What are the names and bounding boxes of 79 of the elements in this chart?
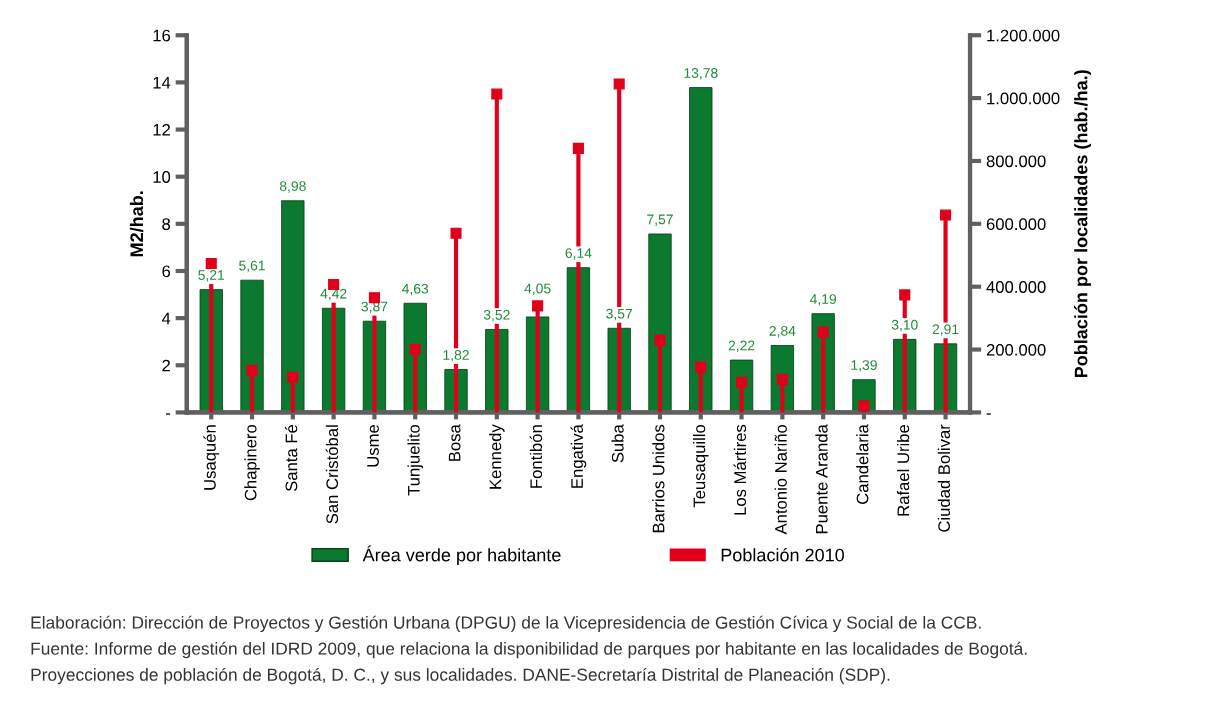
text: Elaboración: Dirección de Proyectos y Gestión Urbana (DPGU) de la Vicepresidencia de Gestión Cívica y Social de la CCB.: [31, 615, 981, 633]
text: Proyecciones de población de Bogotá, D. C., y sus localidades. DANE-Secretaría Distrital de Planeación (SDP).: [31, 667, 890, 685]
y-tick-label: 16: [153, 29, 171, 42]
y-tick-label: 14: [153, 76, 171, 89]
y2-axis-title: Población por localidades (hab./ha.): [1074, 70, 1092, 378]
data-label: 3,57: [606, 308, 633, 321]
x-tick-label: Fontibón: [529, 425, 543, 488]
x-tick-label: Antonio Nariño: [774, 424, 787, 535]
y-tick-label: 2: [162, 359, 170, 372]
data-label: 13,78: [684, 68, 718, 80]
point: [205, 257, 217, 269]
x-tick-label: Rafael Uribe: [896, 424, 910, 516]
x-tick-label: Bosa: [448, 424, 461, 461]
data-label: 1,39: [851, 360, 877, 372]
x-tick-label: Teusaquillo: [693, 424, 709, 508]
point: [939, 209, 952, 221]
point: [695, 361, 707, 373]
x-tick-label: Santa Fé: [284, 424, 298, 492]
y2-tick-label: -: [986, 413, 991, 415]
bar: [689, 87, 713, 413]
point: [654, 334, 666, 346]
x-tick-label: San Cristóbal: [325, 425, 339, 524]
x-tick-label: Suba: [611, 424, 624, 463]
x-tick-label: Usme: [367, 424, 379, 467]
data-label: 6,14: [565, 248, 592, 260]
y-tick-label: 12: [153, 123, 170, 136]
point: [246, 364, 258, 376]
data-label: 5,61: [239, 260, 265, 273]
data-label: 3,52: [483, 309, 510, 322]
x-tick-label: Puente Aranda: [815, 424, 828, 534]
x-tick-label: Los Mártires: [733, 424, 747, 515]
x-tick-label: Tunjuelito: [407, 424, 423, 496]
y-tick-label: 6: [162, 265, 171, 278]
data-label: 2,91: [932, 324, 959, 336]
point: [736, 376, 748, 388]
data-label: 1,82: [443, 350, 469, 362]
legend-label: Población 2010: [721, 547, 845, 562]
x-tick-label: Ciudad Bolivar: [937, 424, 951, 532]
data-label: 5,21: [198, 270, 225, 282]
data-label: 4,42: [320, 288, 347, 301]
point: [776, 373, 788, 385]
x-tick-label: Chapinero: [244, 424, 260, 501]
y-axis-title: M2/hab.: [129, 191, 144, 257]
legend-label: Área verde por habitante: [362, 545, 561, 565]
point: [572, 142, 584, 154]
y2-tick-label: 1.000.000: [987, 92, 1060, 105]
data-label: 8,98: [279, 181, 306, 193]
y-tick-label: 4: [161, 312, 171, 325]
y2-tick-label: 400.000: [986, 281, 1046, 293]
bar: [281, 200, 305, 413]
data-label: 2,22: [728, 340, 755, 353]
point: [899, 289, 911, 301]
data-label: 7,57: [647, 214, 673, 226]
data-label: 3,10: [891, 319, 918, 332]
y2-tick-label: 600.000: [986, 218, 1046, 231]
x-tick-label: Engativá: [570, 424, 587, 488]
data-label: 2,84: [769, 325, 796, 338]
point: [450, 227, 462, 239]
point: [287, 371, 299, 383]
point: [817, 326, 829, 338]
y-tick-label: -: [165, 413, 171, 415]
x-tick-label: Kennedy: [489, 424, 505, 489]
y-tick-label: 10: [153, 171, 171, 183]
x-tick-label: Candelaria: [856, 424, 869, 504]
x-tick-label: Barrios Unidos: [652, 424, 665, 533]
y2-tick-label: 200.000: [986, 343, 1046, 356]
point: [491, 88, 503, 100]
point: [858, 400, 870, 412]
source-note: Fuente: Informe de gestión del IDRD 2009, que relaciona la disponibilidad de parques por habitante en las localidades de Bogotá.: [31, 641, 1027, 659]
y-tick-label: 8: [162, 218, 171, 231]
data-label: 4,63: [402, 283, 429, 296]
point: [532, 300, 544, 312]
y2-tick-label: 1.200.000: [987, 29, 1060, 42]
data-label: 4,05: [524, 283, 551, 296]
point: [613, 78, 625, 90]
point: [409, 343, 421, 355]
x-tick-label: Usaquén: [203, 425, 220, 490]
data-label: 4,19: [809, 294, 837, 306]
y2-tick-label: 800.000: [986, 155, 1046, 168]
